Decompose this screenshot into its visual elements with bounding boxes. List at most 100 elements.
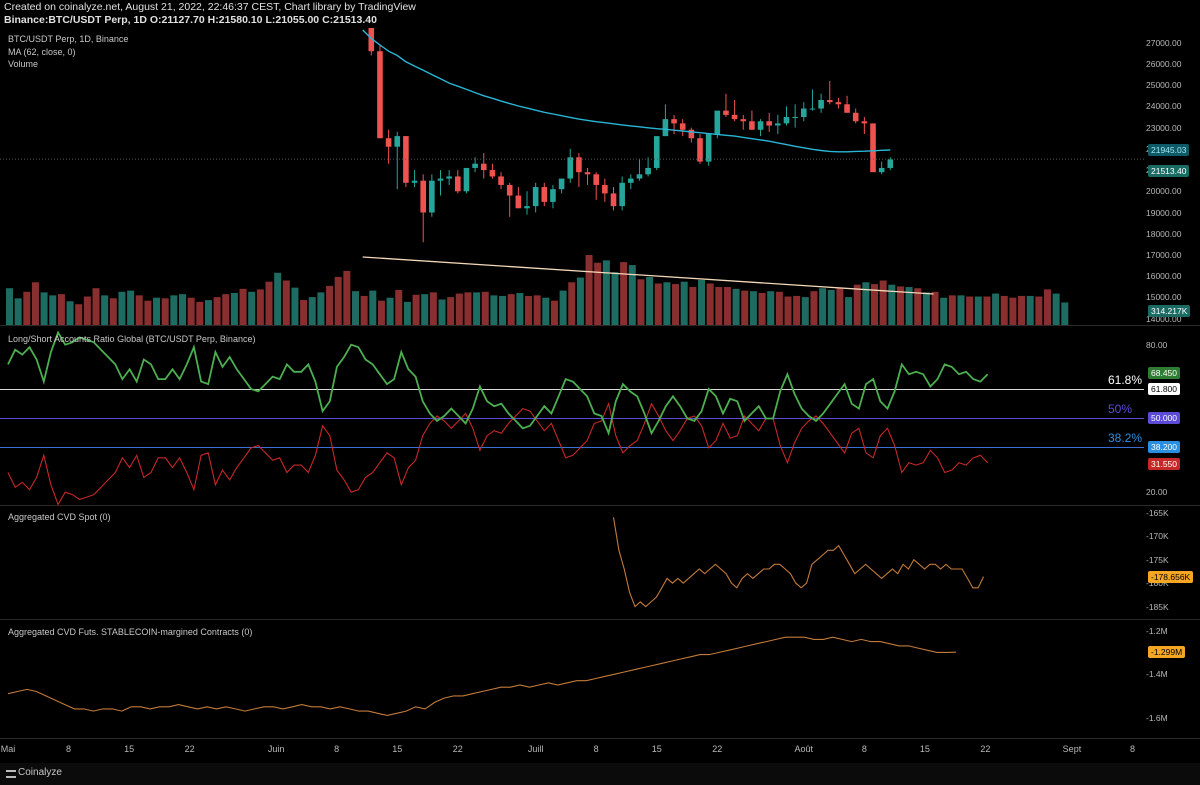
candle[interactable] [688,127,695,143]
candle[interactable] [446,170,452,185]
candle[interactable] [766,112,772,132]
ls-ratio-pane [0,330,1144,506]
candle[interactable] [602,178,608,202]
candle[interactable] [835,97,842,109]
price-tick-label: 24000.00 [1146,101,1182,112]
price-tick-label: 25000.00 [1146,80,1182,91]
price-axis[interactable]: 14000.00 15000.00 16000.00 17000.00 18000.00… [1146,30,1200,738]
volume-bar [274,272,282,325]
candle[interactable] [498,172,504,190]
candle[interactable] [653,136,660,171]
candle-body [636,174,643,179]
candle[interactable] [524,191,530,215]
price-pane [0,28,1144,243]
candle[interactable] [844,95,850,113]
candle-body [852,112,859,122]
volume-bar [871,284,878,325]
candle[interactable] [420,174,426,243]
volume-bar [663,282,671,325]
time-axis-divider [0,738,1200,739]
candle-body [792,117,798,119]
candle[interactable] [861,117,868,134]
candle[interactable] [558,178,565,194]
volume-bar [559,290,567,325]
candle[interactable] [801,102,807,122]
pane-divider[interactable] [0,505,1200,506]
candle[interactable] [377,44,383,139]
candle[interactable] [619,176,625,211]
candle[interactable] [429,174,435,217]
candle[interactable] [593,172,599,200]
candle[interactable] [550,184,556,209]
candle[interactable] [628,174,634,190]
candle[interactable] [480,153,487,179]
volume-bar [14,298,22,325]
volume-bar [395,290,403,325]
candle[interactable] [506,182,513,217]
candle[interactable] [818,93,824,113]
candle[interactable] [887,157,894,171]
candle[interactable] [472,157,478,173]
candle[interactable] [403,136,409,188]
candle[interactable] [610,187,617,211]
candle[interactable] [671,114,677,134]
candle[interactable] [636,159,643,181]
candle[interactable] [394,131,401,190]
candle[interactable] [775,114,781,134]
chart-canvas[interactable] [0,28,1144,738]
volume-bar [343,271,351,325]
candle-body [394,136,401,147]
candle[interactable] [826,80,833,105]
candle[interactable] [705,133,712,166]
candle[interactable] [792,104,798,128]
candle-body [385,138,392,147]
volume-bar [680,281,688,325]
candle[interactable] [723,93,729,118]
candle[interactable] [714,110,721,139]
candle[interactable] [679,119,686,137]
candle[interactable] [645,157,651,177]
candle[interactable] [757,119,764,137]
candle[interactable] [532,182,539,213]
last-price-badge: 21513.40 [1148,165,1190,178]
candle[interactable] [731,100,738,122]
candle[interactable] [740,114,747,130]
candle[interactable] [567,148,574,183]
candle[interactable] [870,123,876,173]
volume-bar [92,288,100,325]
candle[interactable] [749,110,755,130]
candle[interactable] [852,108,859,124]
candle[interactable] [463,167,470,194]
candle[interactable] [489,163,496,179]
candle-body [826,100,833,103]
candle-body [610,193,617,207]
candle-body [740,119,747,122]
volume-bar [377,300,385,325]
volume-bar [896,286,904,325]
candle[interactable] [878,161,885,175]
candle[interactable] [783,106,790,126]
candle[interactable] [809,89,816,111]
candle[interactable] [455,170,461,194]
cvd-futs-tick: -1.2M [1146,625,1168,636]
candle-body [602,184,608,194]
candle[interactable] [385,129,392,164]
volume-bar [931,291,939,325]
volume-bar [922,292,930,325]
volume-bar [620,262,628,325]
volume-bar [412,294,420,325]
candle[interactable] [515,187,522,209]
pane-divider[interactable] [0,619,1200,620]
candle[interactable] [437,170,444,196]
pane-divider[interactable] [0,325,1200,326]
time-axis-label: 8 [66,744,72,754]
candle-body [809,108,816,110]
candle[interactable] [576,153,582,188]
candle[interactable] [662,104,669,137]
candle-body [550,189,556,202]
candle[interactable] [411,170,418,188]
candle[interactable] [541,182,548,207]
candle[interactable] [584,167,591,185]
candle[interactable] [368,28,375,56]
candle-body [532,187,539,207]
